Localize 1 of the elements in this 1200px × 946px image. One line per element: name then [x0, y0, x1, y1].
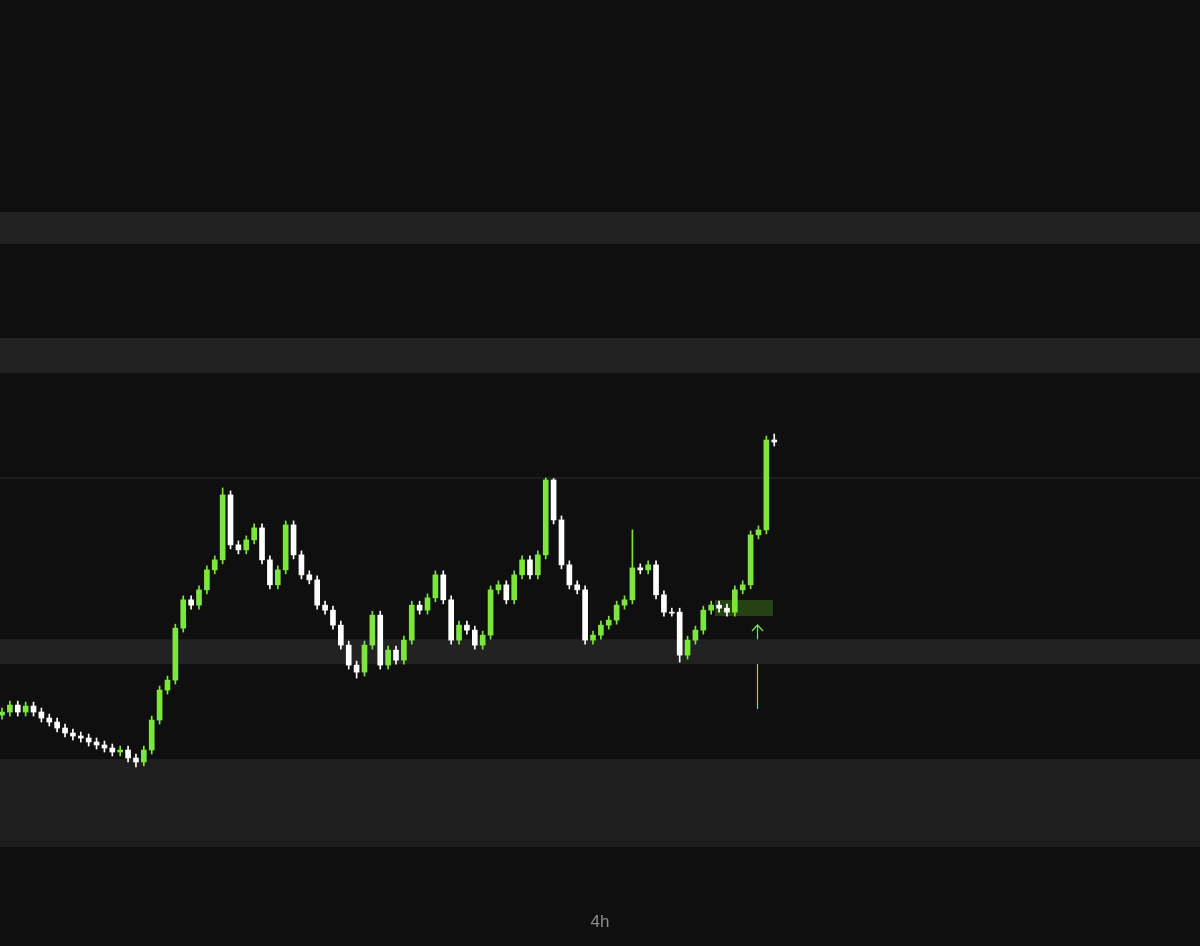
text: 4h — [589, 912, 611, 932]
